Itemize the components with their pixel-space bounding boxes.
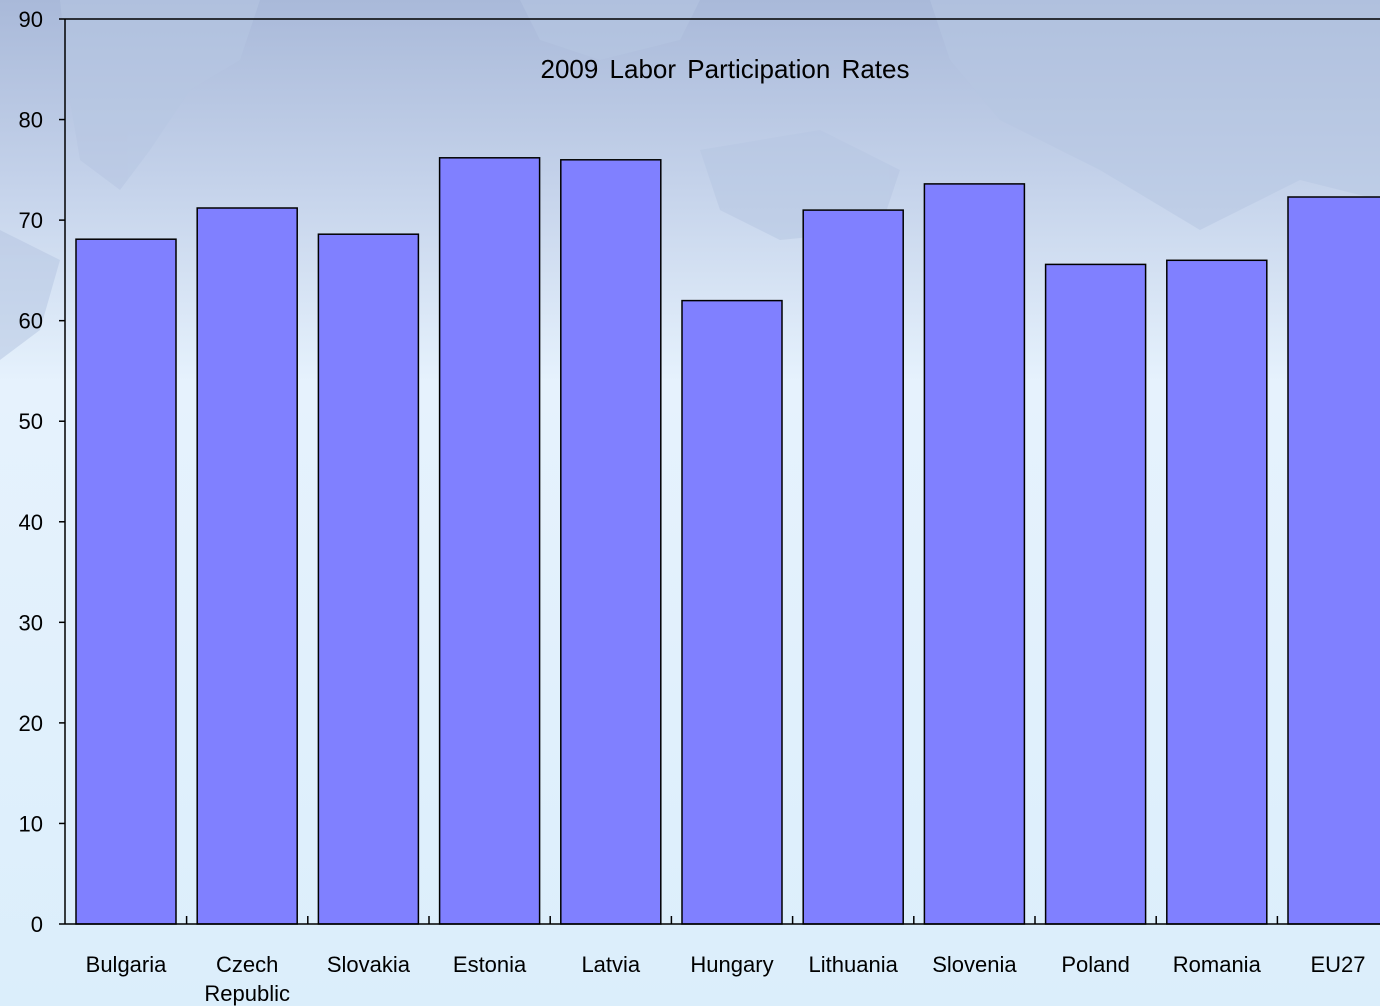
bar	[75, 238, 177, 925]
world-map-watermark	[0, 0, 1380, 360]
y-tick-label: 20	[19, 711, 43, 736]
bar	[560, 159, 662, 925]
y-tick-label: 30	[19, 610, 43, 635]
bar	[1166, 259, 1268, 925]
y-tick-label: 40	[19, 510, 43, 535]
x-category-label: Slovenia	[932, 952, 1017, 977]
x-category-label: Slovakia	[327, 952, 411, 977]
bar	[1044, 263, 1147, 925]
chart-title: 2009 Labor Participation Rates	[540, 54, 909, 84]
y-tick-label: 80	[19, 108, 43, 133]
bar	[681, 299, 783, 925]
y-tick-label: 60	[19, 309, 43, 334]
y-tick-label: 10	[19, 811, 43, 836]
x-category-label: Czech	[216, 952, 278, 977]
x-category-label: Estonia	[453, 952, 527, 977]
y-tick-label: 50	[19, 409, 43, 434]
x-category-label: Romania	[1173, 952, 1262, 977]
bar	[1287, 196, 1380, 925]
y-tick-label: 0	[31, 912, 43, 937]
y-tick-label: 70	[19, 208, 43, 233]
plot-area: 0 10 20 30 40 50 60 70 80 90 Bulgaria Czech Republic…	[19, 7, 1380, 1006]
x-category-label: Poland	[1061, 952, 1130, 977]
y-tick-label: 90	[19, 7, 43, 32]
x-category-label: Hungary	[690, 952, 773, 977]
x-category-label: EU27	[1310, 952, 1365, 977]
x-category-label: Latvia	[581, 952, 640, 977]
bar	[438, 157, 541, 925]
bar	[802, 209, 904, 925]
bar	[317, 233, 420, 925]
x-category-label: Bulgaria	[86, 952, 167, 977]
x-category-label: Lithuania	[809, 952, 899, 977]
bar	[923, 183, 1026, 925]
bar	[196, 207, 298, 925]
x-category-label: Republic	[204, 981, 290, 1006]
